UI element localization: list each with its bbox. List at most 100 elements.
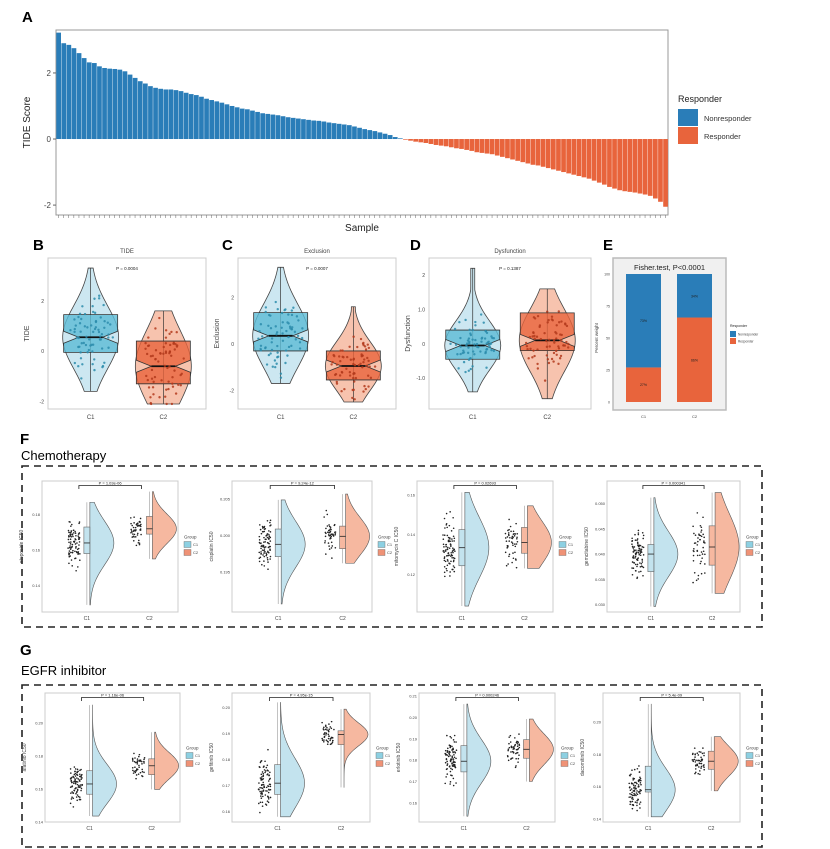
x-tick-label: C1 xyxy=(641,414,647,419)
bar xyxy=(627,139,633,192)
data-point xyxy=(258,557,261,560)
data-point xyxy=(100,333,104,336)
data-point xyxy=(352,362,355,366)
data-point xyxy=(179,384,182,387)
data-point xyxy=(452,739,455,741)
data-point xyxy=(269,531,272,533)
data-point xyxy=(74,324,77,327)
data-point xyxy=(140,533,142,536)
bar xyxy=(474,139,480,153)
data-point xyxy=(334,547,337,549)
data-point xyxy=(448,562,451,565)
data-point xyxy=(516,751,519,754)
data-point xyxy=(360,353,363,356)
data-point xyxy=(158,316,161,320)
data-point xyxy=(697,574,700,577)
x-tick-label: C1 xyxy=(645,826,652,832)
data-point xyxy=(451,768,454,771)
data-point xyxy=(700,529,703,531)
data-point xyxy=(136,524,138,526)
data-point xyxy=(527,357,530,360)
data-point xyxy=(72,529,75,532)
data-point xyxy=(147,386,151,389)
data-point xyxy=(268,530,270,532)
legend-swatch xyxy=(183,541,192,548)
data-point xyxy=(638,550,641,552)
y-tick-label: 0 xyxy=(47,135,52,144)
data-point xyxy=(362,360,365,364)
data-point xyxy=(518,733,520,735)
x-tick-label: C1 xyxy=(84,616,91,622)
data-point xyxy=(703,766,705,769)
data-point xyxy=(446,569,448,572)
data-point xyxy=(261,805,264,807)
data-point xyxy=(139,771,142,774)
data-point xyxy=(507,545,509,548)
data-point xyxy=(552,360,555,363)
data-point xyxy=(693,758,696,761)
data-point xyxy=(444,560,447,563)
data-point xyxy=(129,517,132,519)
data-point xyxy=(703,768,706,771)
data-point xyxy=(327,542,330,544)
bar xyxy=(607,139,612,187)
bar xyxy=(239,108,245,140)
p-value: P = 0.02693 xyxy=(474,481,496,486)
x-tick-label: C1 xyxy=(274,826,281,832)
bar xyxy=(392,137,398,140)
data-point xyxy=(260,551,262,553)
bar xyxy=(632,139,638,193)
data-point xyxy=(702,764,705,767)
notched-box xyxy=(519,312,575,352)
data-point xyxy=(637,552,640,554)
bar xyxy=(275,115,281,140)
bar xyxy=(479,139,485,153)
p-value: P = 1.03e-06 xyxy=(99,481,123,486)
data-point xyxy=(75,796,78,798)
bar xyxy=(484,139,490,154)
bar xyxy=(199,96,204,140)
y-tick-label: 0.14 xyxy=(32,583,41,588)
data-point xyxy=(261,787,264,790)
data-point xyxy=(80,789,82,792)
data-point xyxy=(700,767,702,769)
data-point xyxy=(638,803,641,805)
data-point xyxy=(136,761,139,763)
bar xyxy=(520,139,526,163)
data-point xyxy=(137,522,139,524)
bar xyxy=(515,139,520,161)
y-axis-label: TIDE xyxy=(24,325,31,341)
data-point xyxy=(636,782,638,785)
data-point xyxy=(446,526,448,529)
data-point xyxy=(552,338,556,342)
data-point xyxy=(262,789,265,791)
data-point xyxy=(452,565,455,567)
data-point xyxy=(636,539,638,541)
data-point xyxy=(79,786,82,788)
data-point xyxy=(492,337,496,340)
data-point xyxy=(532,316,536,319)
data-point xyxy=(546,310,549,313)
data-point xyxy=(636,809,638,812)
data-point xyxy=(76,783,79,786)
data-point xyxy=(260,795,262,797)
data-point xyxy=(533,334,536,338)
data-point xyxy=(257,802,260,805)
bar xyxy=(413,139,418,142)
data-point xyxy=(73,361,77,365)
half-violin xyxy=(653,497,679,607)
p-value: P = 1.16e-06 xyxy=(101,693,125,698)
data-point xyxy=(100,347,104,350)
data-point xyxy=(259,556,262,559)
y-axis-label: afatinib IC50 xyxy=(22,743,28,771)
y-tick-label: 0.050 xyxy=(595,501,606,506)
data-point xyxy=(143,771,145,774)
box xyxy=(708,525,716,566)
bar xyxy=(551,139,556,170)
y-tick-label: 0.200 xyxy=(220,533,231,538)
bar xyxy=(97,66,102,140)
data-point xyxy=(131,524,134,527)
data-point xyxy=(276,344,279,348)
data-point xyxy=(510,530,512,533)
data-point xyxy=(70,523,73,526)
